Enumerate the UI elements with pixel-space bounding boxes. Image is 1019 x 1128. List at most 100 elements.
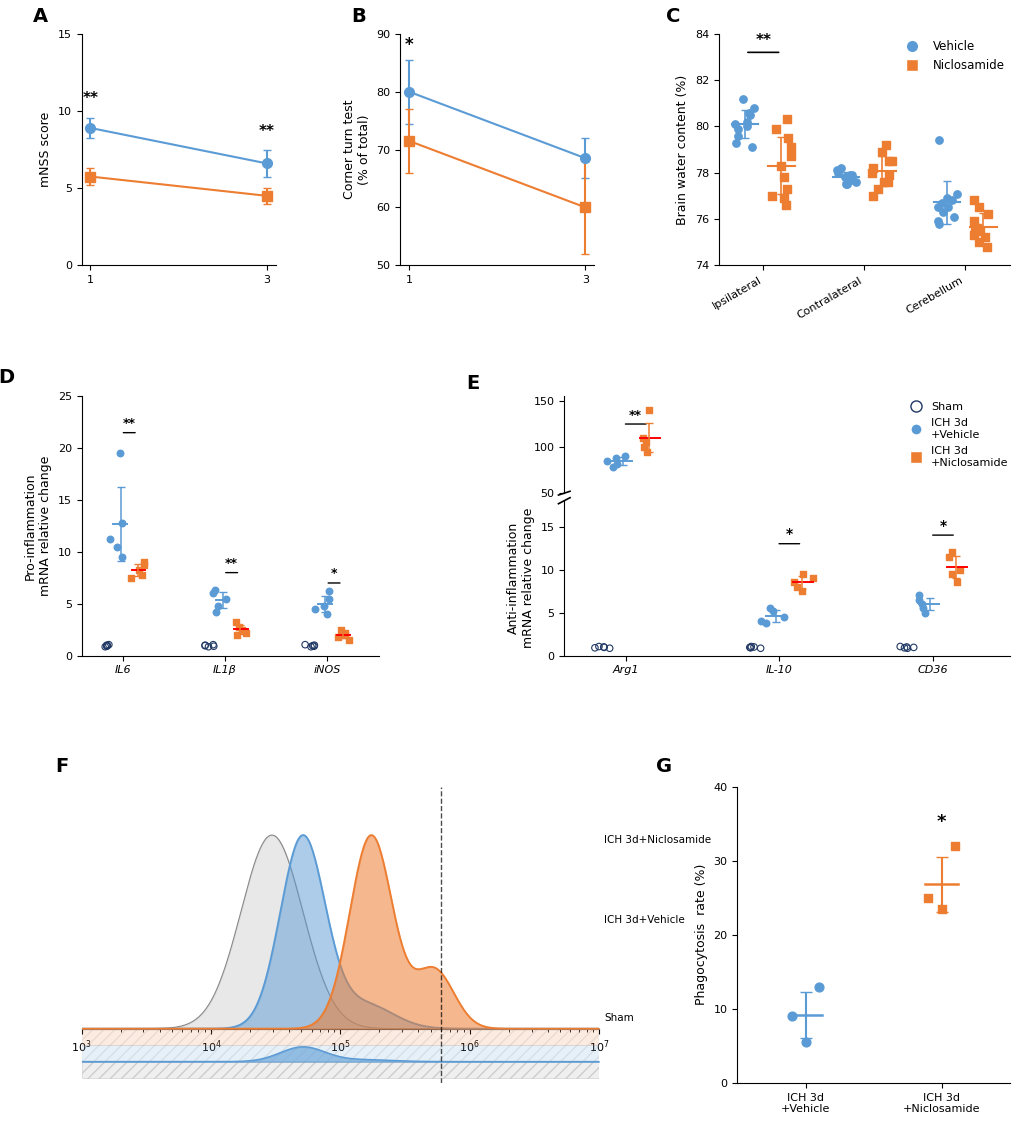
Point — [863, 164, 879, 182]
Point — [946, 208, 962, 226]
Point — [951, 521, 967, 539]
Point — [336, 626, 353, 644]
Point — [910, 525, 926, 543]
Point — [864, 187, 880, 205]
Text: **: ** — [83, 91, 98, 106]
Point — [135, 565, 151, 583]
Point — [842, 170, 858, 188]
Point — [828, 161, 845, 179]
Point — [319, 605, 335, 623]
Point — [109, 538, 125, 556]
Point — [209, 597, 225, 615]
Point — [598, 452, 614, 470]
Point — [833, 159, 849, 177]
Point — [965, 226, 981, 244]
Bar — [82, 1029, 598, 1046]
Point — [741, 106, 757, 124]
Point — [586, 638, 602, 656]
Point — [634, 429, 650, 447]
Point — [838, 175, 854, 193]
Point — [783, 1007, 799, 1025]
Point — [114, 514, 130, 532]
Y-axis label: Anti-inflammation
mRNA relative change: Anti-inflammation mRNA relative change — [506, 508, 534, 649]
Point — [99, 637, 115, 655]
Point — [601, 640, 618, 658]
Point — [136, 556, 152, 574]
Point — [837, 175, 853, 193]
Point — [880, 152, 897, 170]
Point — [944, 519, 960, 537]
Point — [616, 448, 633, 466]
Text: ICH 3d+Niclosamide: ICH 3d+Niclosamide — [603, 835, 711, 845]
Point — [197, 636, 213, 654]
Text: **: ** — [122, 417, 136, 430]
Point — [764, 526, 781, 544]
Point — [586, 529, 602, 547]
Point — [640, 402, 656, 420]
Point — [745, 529, 761, 547]
Point — [970, 221, 986, 239]
Point — [730, 126, 746, 144]
Text: B: B — [352, 7, 366, 26]
Point — [111, 444, 127, 462]
Point — [752, 529, 768, 547]
Point — [804, 570, 820, 588]
Point — [943, 565, 959, 583]
Point — [590, 637, 606, 655]
Point — [332, 620, 348, 638]
Point — [779, 179, 795, 197]
Point — [761, 599, 777, 617]
Point — [329, 628, 345, 646]
Point — [307, 600, 323, 618]
Point — [929, 199, 946, 217]
Point — [793, 582, 809, 600]
Point — [752, 613, 768, 631]
Point — [968, 219, 984, 237]
Point — [738, 113, 754, 131]
Point — [965, 212, 981, 230]
Point — [930, 214, 947, 232]
Point — [637, 433, 653, 451]
Bar — [82, 1061, 598, 1078]
Text: **: ** — [629, 409, 642, 422]
Point — [788, 578, 804, 596]
Point — [761, 526, 777, 544]
Point — [914, 599, 930, 617]
Point — [764, 602, 781, 620]
Point — [741, 104, 757, 122]
Point — [728, 133, 744, 151]
Point — [797, 1033, 813, 1051]
Point — [932, 194, 949, 212]
Point — [847, 173, 863, 191]
Text: D: D — [0, 369, 14, 387]
Point — [932, 900, 949, 918]
Point — [306, 636, 322, 654]
Point — [905, 638, 921, 656]
Point — [774, 608, 791, 626]
Text: A: A — [33, 7, 48, 26]
Text: *: * — [785, 527, 792, 541]
Point — [794, 565, 810, 583]
Text: F: F — [56, 757, 69, 776]
Point — [200, 637, 216, 655]
Point — [229, 626, 246, 644]
Point — [595, 638, 611, 656]
Point — [979, 205, 996, 223]
Y-axis label: mNSS score: mNSS score — [40, 112, 52, 187]
Point — [136, 553, 152, 571]
Text: ICH 3d+Vehicle: ICH 3d+Vehicle — [603, 915, 685, 925]
Point — [977, 238, 994, 256]
Text: E: E — [466, 373, 479, 393]
Point — [774, 526, 791, 544]
Point — [951, 561, 967, 579]
Text: **: ** — [754, 33, 770, 47]
Point — [635, 438, 651, 456]
Point — [101, 530, 117, 548]
Point — [899, 529, 915, 547]
Point — [297, 636, 313, 654]
Point — [869, 179, 886, 197]
Point — [782, 148, 798, 166]
Point — [320, 590, 336, 608]
Point — [948, 185, 964, 203]
Point — [914, 526, 930, 544]
